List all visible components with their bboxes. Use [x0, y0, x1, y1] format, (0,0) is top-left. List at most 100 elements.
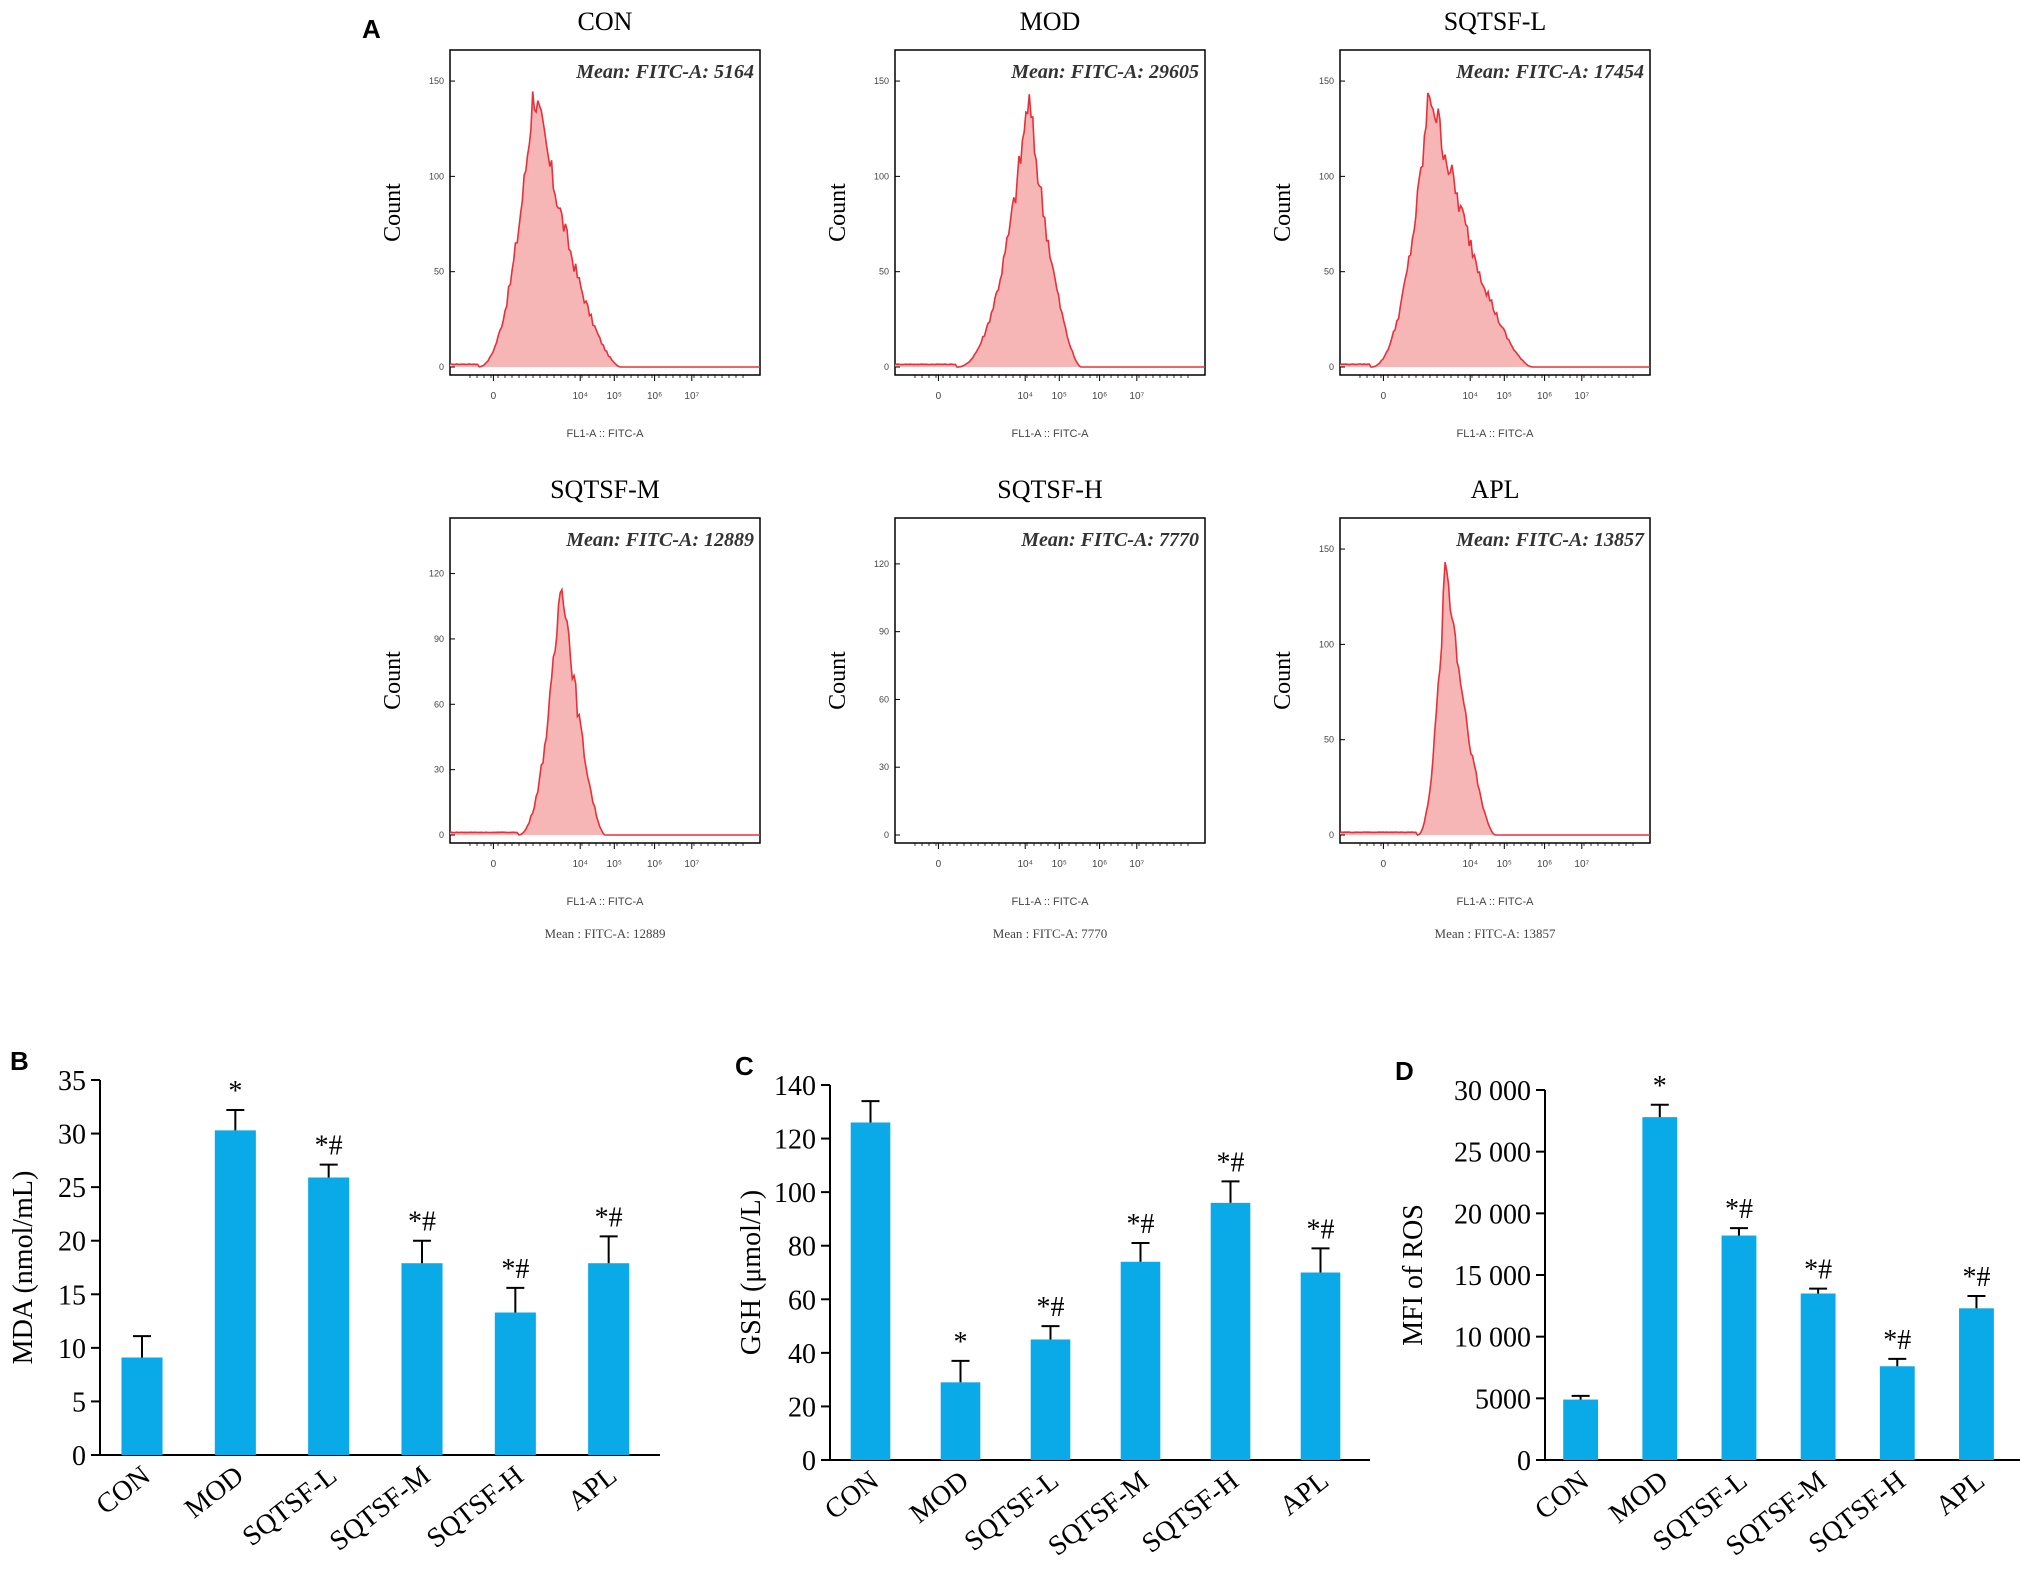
- histogram-ytick-label: 150: [429, 76, 444, 86]
- histogram-ytick-label: 90: [879, 627, 889, 637]
- histogram-ylabel: Count: [825, 183, 851, 242]
- histogram-ylabel: Count: [1270, 651, 1296, 710]
- histogram-xtick-label: 0: [936, 391, 942, 402]
- histogram-ylabel: Count: [380, 183, 406, 242]
- histogram-footer: Mean : FITC-A: 7770: [993, 926, 1107, 941]
- significance-label: *#: [315, 1131, 343, 1162]
- category-label: CON: [1529, 1465, 1595, 1526]
- histogram-fill: [450, 589, 760, 835]
- bar-mod: [214, 1130, 256, 1455]
- histogram-mean-label: Mean: FITC-A: 29605: [1010, 61, 1199, 83]
- y-tick-label: 30 000: [1454, 1076, 1531, 1107]
- histogram-panels: CON Mean: FITC-A: 5164 Count 0 50 100 150 0 10⁴ 1…: [380, 7, 1651, 941]
- y-tick-label: 25 000: [1454, 1138, 1531, 1169]
- y-tick-label: 0: [802, 1446, 816, 1477]
- histogram-frame: [1339, 49, 1651, 376]
- histogram-xlabel: FL1-A :: FITC-A: [566, 428, 644, 440]
- category-label: APL: [562, 1460, 623, 1517]
- histogram-panel-1: CON Mean: FITC-A: 5164 Count 0 50 100 150 0 10⁴ 1…: [380, 7, 761, 440]
- y-tick-label: 100: [774, 1178, 816, 1209]
- histogram-ytick-label: 100: [874, 171, 889, 181]
- category-label: SQTSF-M: [324, 1460, 436, 1557]
- panel-label-c: C: [735, 1051, 754, 1081]
- histogram-xtick-label: 10⁷: [1129, 859, 1144, 870]
- bar-apl: [1300, 1272, 1341, 1460]
- y-tick-label: 80: [788, 1232, 816, 1263]
- y-tick-label: 5: [72, 1387, 86, 1418]
- histogram-ytick-label: 0: [884, 830, 889, 840]
- y-tick-label: 5000: [1475, 1384, 1531, 1415]
- histogram-panel-2: MOD Mean: FITC-A: 29605 Count 0 50 100 150 0 10⁴…: [825, 7, 1206, 440]
- bar-con: [850, 1122, 891, 1460]
- histogram-frame: [894, 49, 1206, 376]
- bar-apl: [1959, 1308, 1994, 1460]
- histogram-ytick-label: 150: [1319, 76, 1334, 86]
- significance-label: *#: [408, 1207, 436, 1238]
- histogram-title: SQTSF-M: [550, 475, 660, 504]
- significance-label: *#: [1217, 1147, 1245, 1178]
- bar-sqtsf-l: [1030, 1339, 1071, 1460]
- y-tick-label: 20: [788, 1392, 816, 1423]
- bar-sqtsf-l: [308, 1177, 350, 1455]
- histogram-title: MOD: [1020, 7, 1081, 36]
- category-label: CON: [91, 1460, 157, 1521]
- histogram-ytick-label: 30: [434, 765, 444, 775]
- histogram-panel-5: SQTSF-H Mean: FITC-A: 7770 Count 0 30 60 90 120…: [825, 475, 1206, 941]
- histogram-title: APL: [1470, 475, 1519, 504]
- significance-label: *#: [595, 1202, 623, 1233]
- bar-sqtsf-m: [1120, 1261, 1161, 1460]
- histogram-panel-3: SQTSF-L Mean: FITC-A: 17454 Count 0 50 100 150…: [1270, 7, 1651, 440]
- histogram-ytick-label: 60: [434, 699, 444, 709]
- bar-sqtsf-m: [401, 1263, 443, 1455]
- histogram-ytick-label: 0: [439, 830, 444, 840]
- bar-sqtsf-h: [1879, 1366, 1915, 1460]
- histogram-ytick-label: 30: [879, 762, 889, 772]
- histogram-frame: [449, 49, 761, 376]
- histogram-ytick-label: 100: [429, 171, 444, 181]
- histogram-xtick-label: 0: [1381, 859, 1387, 870]
- category-label: CON: [819, 1465, 885, 1526]
- histogram-outline: [894, 94, 1205, 368]
- histogram-outline: [450, 587, 760, 836]
- significance-label: *#: [1725, 1194, 1753, 1225]
- category-label: SQTSF-L: [237, 1460, 343, 1552]
- significance-label: *#: [1883, 1325, 1911, 1356]
- histogram-fill: [895, 94, 1205, 367]
- histogram-xtick-label: 10⁷: [1574, 859, 1589, 870]
- y-tick-label: 35: [58, 1066, 86, 1097]
- bar-sqtsf-l: [1721, 1235, 1757, 1460]
- histogram-ylabel: Count: [380, 651, 406, 710]
- histogram-ytick-label: 150: [874, 76, 889, 86]
- bar-chart-panel-b: B 0 5 10 15 20 25 30 35 MDA (nmol/mL) CON * MOD *# SQT…: [8, 1046, 660, 1557]
- bar-con: [1563, 1399, 1599, 1460]
- histogram-ytick-label: 50: [879, 267, 889, 277]
- category-label: SQTSF-M: [1043, 1465, 1155, 1562]
- histogram-outline: [1339, 92, 1650, 368]
- histogram-ylabel: Count: [1270, 183, 1296, 242]
- histogram-footer: Mean : FITC-A: 12889: [545, 926, 666, 941]
- category-label: MOD: [179, 1460, 250, 1525]
- category-label: MOD: [904, 1465, 975, 1530]
- histogram-xtick-label: 10⁶: [1092, 859, 1107, 870]
- histogram-mean-label: Mean: FITC-A: 12889: [565, 529, 754, 551]
- y-tick-label: 10: [58, 1334, 86, 1365]
- histogram-xtick-label: 10⁴: [1017, 391, 1032, 402]
- histogram-frame: [894, 517, 1206, 844]
- significance-label: *#: [1037, 1292, 1065, 1323]
- histogram-outline: [450, 91, 760, 368]
- bar-mod: [1642, 1117, 1678, 1460]
- bar-chart-panel-c: C 0 20 40 60 80 100 120 140 GSH (μmol/L) CON * MOD *#…: [735, 1051, 1370, 1562]
- significance-label: *: [954, 1327, 968, 1358]
- histogram-ytick-label: 120: [874, 559, 889, 569]
- histogram-title: CON: [578, 7, 633, 36]
- histogram-ytick-label: 120: [429, 569, 444, 579]
- histogram-frame: [1339, 517, 1651, 844]
- histogram-ytick-label: 60: [879, 694, 889, 704]
- y-tick-label: 15: [58, 1280, 86, 1311]
- y-axis-label: GSH (μmol/L): [736, 1190, 767, 1355]
- histogram-xtick-label: 10⁶: [1537, 391, 1552, 402]
- histogram-mean-label: Mean: FITC-A: 13857: [1455, 529, 1645, 551]
- significance-label: *#: [501, 1254, 529, 1285]
- histogram-ytick-label: 0: [439, 362, 444, 372]
- histogram-xtick-label: 0: [936, 859, 942, 870]
